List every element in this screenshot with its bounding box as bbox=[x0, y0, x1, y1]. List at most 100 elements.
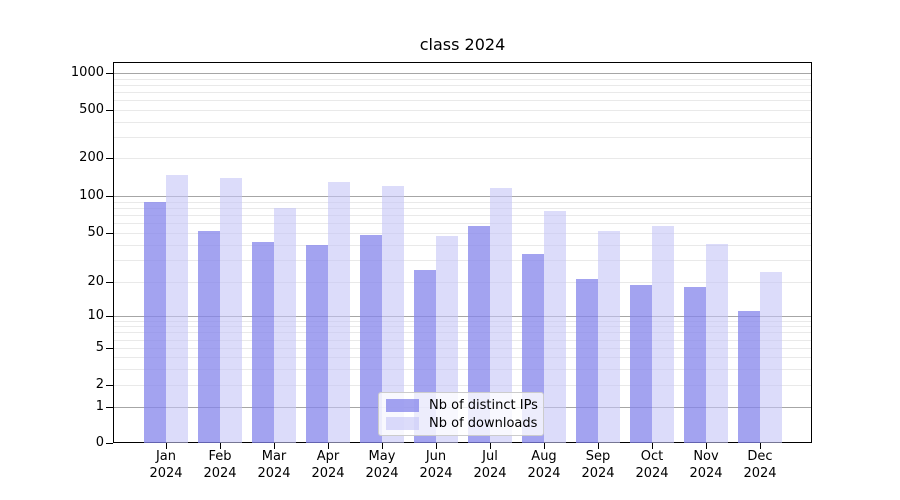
y-tick-mark-0 bbox=[106, 442, 113, 444]
x-tick-month: Mar bbox=[261, 449, 287, 464]
x-tick-year: 2024 bbox=[203, 466, 237, 481]
gridline-minor-3 bbox=[114, 368, 811, 370]
y-tick-label-10: 10 bbox=[87, 308, 104, 323]
bar-nb-of-downloads-dec bbox=[760, 272, 782, 443]
x-tick-month: Jul bbox=[482, 449, 498, 464]
bar-nb-of-distinct-ips-feb bbox=[198, 230, 220, 443]
gridline-major-1000 bbox=[114, 73, 811, 74]
x-tick-label-jan: Jan 2024 bbox=[136, 448, 196, 482]
gridline-major-10 bbox=[114, 316, 811, 317]
bar-nb-of-downloads-mar bbox=[274, 207, 296, 443]
gridline-minor-80 bbox=[114, 207, 811, 209]
x-tick-month: Jun bbox=[425, 449, 447, 464]
x-tick-year: 2024 bbox=[743, 466, 777, 481]
gridline-minor-9 bbox=[114, 320, 811, 322]
x-tick-year: 2024 bbox=[257, 466, 291, 481]
x-tick-label-sep: Sep 2024 bbox=[568, 448, 628, 482]
y-tick-label-0: 0 bbox=[95, 435, 104, 450]
gridline-minor-800 bbox=[114, 84, 811, 86]
gridline-minor-600 bbox=[114, 100, 811, 102]
x-tick-label-may: May 2024 bbox=[352, 448, 412, 482]
gridline-minor-700 bbox=[114, 92, 811, 94]
x-tick-year: 2024 bbox=[527, 466, 561, 481]
x-tick-label-oct: Oct 2024 bbox=[622, 448, 682, 482]
y-tick-label-50: 50 bbox=[87, 225, 104, 240]
bar-nb-of-distinct-ips-may bbox=[360, 235, 382, 443]
legend-item-distinct-ips: Nb of distinct IPs bbox=[386, 397, 543, 414]
x-tick-label-jun: Jun 2024 bbox=[406, 448, 466, 482]
x-tick-year: 2024 bbox=[149, 466, 183, 481]
gridline-minor-2 bbox=[114, 385, 811, 386]
bar-nb-of-downloads-feb bbox=[220, 178, 242, 443]
legend-label-distinct-ips: Nb of distinct IPs bbox=[429, 397, 538, 413]
x-tick-year: 2024 bbox=[419, 466, 453, 481]
x-tick-month: Jan bbox=[155, 449, 177, 464]
x-tick-year: 2024 bbox=[689, 466, 723, 481]
x-tick-mark-oct bbox=[651, 443, 653, 449]
x-tick-month: Dec bbox=[747, 449, 773, 464]
bar-nb-of-downloads-oct bbox=[652, 226, 674, 443]
x-tick-month: Apr bbox=[316, 449, 340, 464]
y-tick-label-200: 200 bbox=[79, 150, 104, 165]
gridline-minor-500 bbox=[114, 110, 811, 111]
plot-area bbox=[113, 62, 812, 443]
bar-nb-of-distinct-ips-jan bbox=[144, 201, 166, 443]
y-tick-mark-1000 bbox=[106, 72, 113, 74]
bar-nb-of-distinct-ips-mar bbox=[252, 242, 274, 443]
x-tick-month: Feb bbox=[208, 449, 232, 464]
x-tick-month: Aug bbox=[531, 449, 557, 464]
bar-nb-of-downloads-jan bbox=[166, 174, 188, 443]
y-tick-mark-200 bbox=[106, 157, 113, 159]
y-tick-label-100: 100 bbox=[79, 188, 104, 203]
x-tick-mark-sep bbox=[597, 443, 599, 449]
x-tick-label-feb: Feb 2024 bbox=[190, 448, 250, 482]
legend-label-downloads: Nb of downloads bbox=[429, 415, 538, 431]
y-tick-label-1000: 1000 bbox=[70, 65, 104, 80]
bar-nb-of-downloads-aug bbox=[544, 211, 566, 443]
x-tick-mark-nov bbox=[705, 443, 707, 449]
y-tick-mark-2 bbox=[106, 384, 113, 386]
bar-nb-of-downloads-apr bbox=[328, 181, 350, 443]
x-tick-month: Nov bbox=[693, 449, 719, 464]
x-tick-mark-dec bbox=[759, 443, 761, 449]
x-tick-label-apr: Apr 2024 bbox=[298, 448, 358, 482]
x-tick-mark-mar bbox=[273, 443, 275, 449]
gridline-minor-40 bbox=[114, 244, 811, 246]
gridline-minor-8 bbox=[114, 326, 811, 328]
x-tick-mark-feb bbox=[219, 443, 221, 449]
bar-nb-of-distinct-ips-sep bbox=[576, 279, 598, 443]
y-tick-label-1: 1 bbox=[95, 399, 104, 414]
bar-nb-of-distinct-ips-jul bbox=[468, 226, 490, 443]
gridline-minor-50 bbox=[114, 233, 811, 234]
gridline-minor-7 bbox=[114, 332, 811, 334]
y-tick-mark-20 bbox=[106, 281, 113, 283]
legend-swatch-downloads bbox=[386, 416, 419, 430]
x-tick-month: Oct bbox=[640, 449, 664, 464]
gridline-minor-20 bbox=[114, 282, 811, 283]
bar-nb-of-downloads-jul bbox=[490, 188, 512, 443]
y-tick-label-500: 500 bbox=[79, 102, 104, 117]
bar-nb-of-distinct-ips-oct bbox=[630, 284, 652, 443]
bar-nb-of-distinct-ips-nov bbox=[684, 287, 706, 443]
gridline-minor-200 bbox=[114, 158, 811, 159]
x-tick-mark-jan bbox=[165, 443, 167, 449]
bar-nb-of-downloads-nov bbox=[706, 243, 728, 443]
bar-nb-of-distinct-ips-dec bbox=[738, 311, 760, 443]
gridline-minor-5 bbox=[114, 348, 811, 349]
gridline-minor-60 bbox=[114, 223, 811, 225]
gridline-minor-30 bbox=[114, 260, 811, 262]
bar-nb-of-distinct-ips-apr bbox=[306, 244, 328, 443]
x-tick-mark-aug bbox=[543, 443, 545, 449]
bar-nb-of-downloads-sep bbox=[598, 230, 620, 443]
x-tick-year: 2024 bbox=[635, 466, 669, 481]
gridline-minor-70 bbox=[114, 215, 811, 217]
legend: Nb of distinct IPs Nb of downloads bbox=[378, 392, 544, 436]
y-tick-mark-50 bbox=[106, 232, 113, 234]
x-tick-label-mar: Mar 2024 bbox=[244, 448, 304, 482]
x-tick-mark-may bbox=[381, 443, 383, 449]
y-tick-label-20: 20 bbox=[87, 274, 104, 289]
gridline-minor-6 bbox=[114, 339, 811, 341]
gridline-minor-4 bbox=[114, 357, 811, 358]
bar-nb-of-downloads-may bbox=[382, 186, 404, 443]
